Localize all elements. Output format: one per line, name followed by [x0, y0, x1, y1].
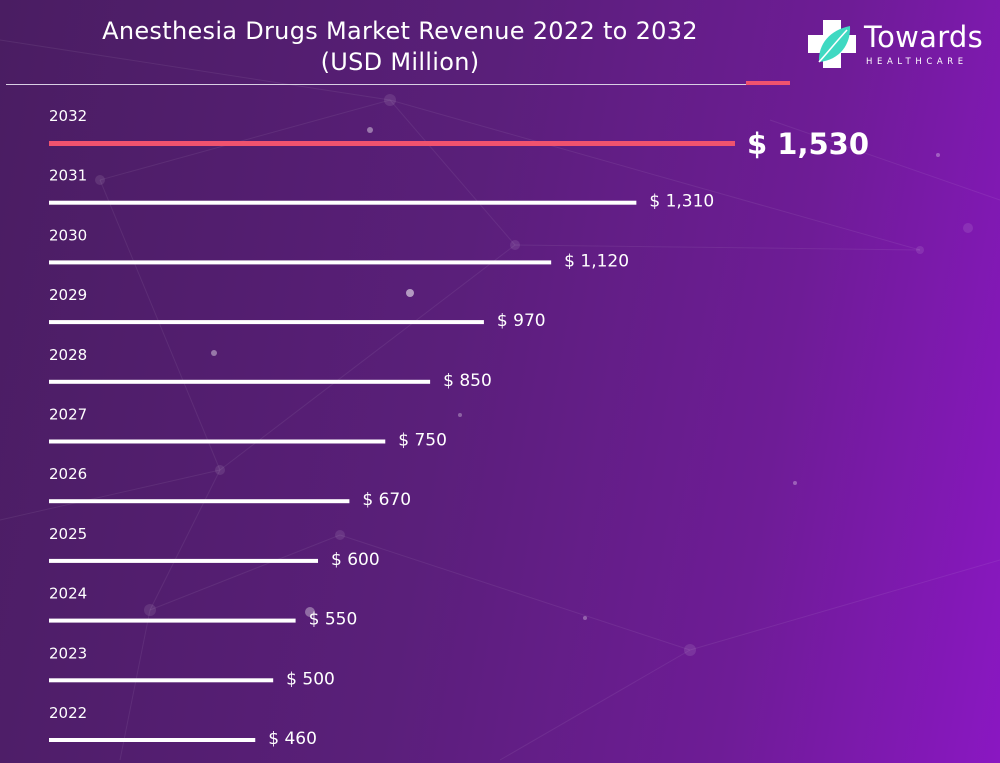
- category-label-2026: 2026: [49, 465, 87, 483]
- value-label-2024: $ 550: [309, 610, 358, 630]
- logo-subtitle: HEALTHCARE: [866, 57, 968, 67]
- chart-title-line-2: (USD Million): [320, 48, 480, 76]
- value-label-2029: $ 970: [497, 311, 546, 331]
- category-label-2029: 2029: [49, 286, 87, 304]
- value-label-2031: $ 1,310: [649, 192, 714, 212]
- category-label-2023: 2023: [49, 644, 87, 662]
- value-label-2030: $ 1,120: [564, 251, 629, 271]
- title-divider: [6, 84, 746, 85]
- bar-2026: [49, 499, 350, 504]
- category-label-2030: 2030: [49, 226, 87, 244]
- value-label-2026: $ 670: [362, 490, 411, 510]
- category-label-2027: 2027: [49, 406, 87, 424]
- towards-healthcare-logo: Towards HEALTHCARE: [806, 18, 986, 74]
- bar-2028: [49, 379, 431, 384]
- chart-title: Anesthesia Drugs Market Revenue 2022 to …: [30, 16, 770, 78]
- bar-2022: [49, 738, 256, 742]
- value-label-2032: $ 1,530: [747, 127, 869, 161]
- bar-2023: [49, 678, 274, 683]
- category-label-2032: 2032: [49, 107, 87, 125]
- bar-chart: 2032 $ 1,530 2031 $ 1,310 2030 $ 1,120 2029 $ 9…: [49, 107, 869, 749]
- value-label-2022: $ 460: [268, 729, 317, 749]
- value-label-2028: $ 850: [443, 371, 492, 391]
- bar-2024: [49, 618, 296, 623]
- value-label-2027: $ 750: [398, 431, 447, 451]
- title-divider-accent: [746, 81, 790, 85]
- value-label-2023: $ 500: [286, 669, 335, 689]
- bar-2032: [49, 141, 735, 146]
- bar-2027: [49, 439, 386, 444]
- bar-2025: [49, 558, 319, 563]
- logo-wordmark: Towards: [864, 20, 984, 54]
- category-label-2025: 2025: [49, 525, 87, 543]
- healthcare-cross-leaf-icon: [808, 20, 856, 68]
- category-label-2031: 2031: [49, 167, 87, 185]
- category-label-2024: 2024: [49, 585, 87, 603]
- category-label-2028: 2028: [49, 346, 87, 364]
- category-label-2022: 2022: [49, 704, 87, 722]
- bar-2030: [49, 260, 552, 265]
- bar-2031: [49, 200, 637, 205]
- bar-2029: [49, 320, 484, 325]
- chart-title-line-1: Anesthesia Drugs Market Revenue 2022 to …: [102, 17, 698, 45]
- value-label-2025: $ 600: [331, 550, 380, 570]
